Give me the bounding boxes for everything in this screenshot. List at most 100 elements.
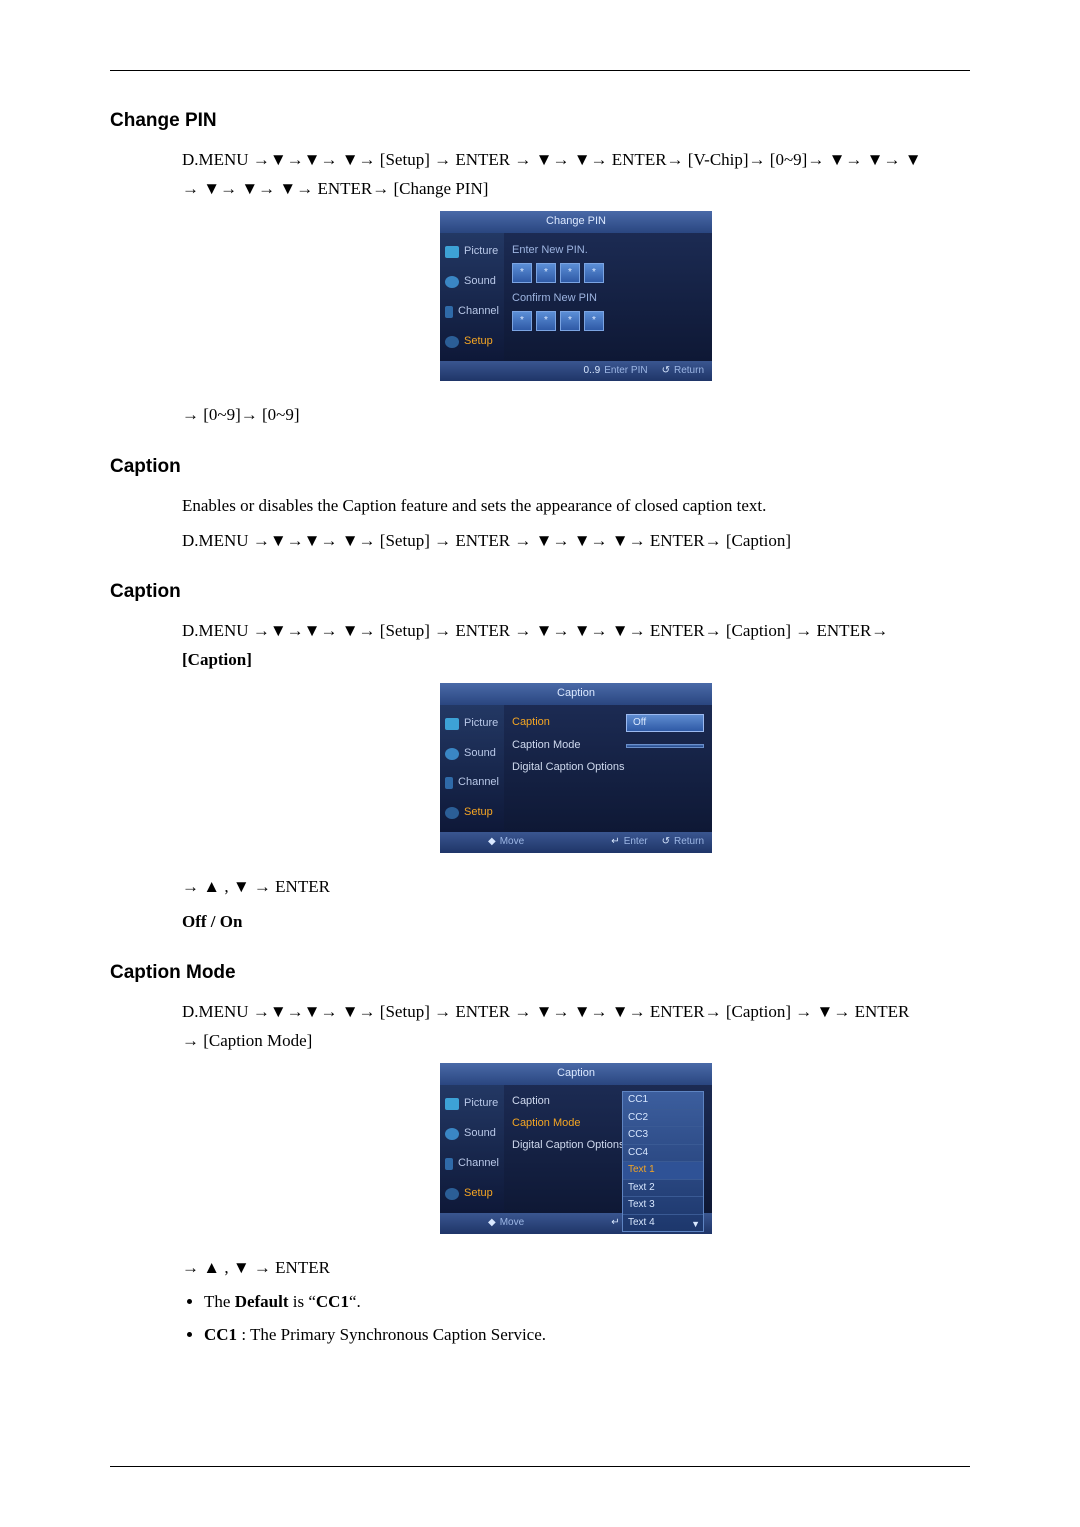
sidebar-item-setup[interactable]: Setup [440,798,504,828]
channel-icon [445,1158,453,1170]
dropdown-option[interactable]: Text 3 [623,1197,703,1215]
footer-enter: ↵ Enter [611,835,647,850]
sidebar-item-setup[interactable]: Setup [440,327,504,357]
sound-icon [445,276,459,288]
sidebar-label: Picture [464,1096,498,1112]
opt-label: Text 4 [628,1217,655,1228]
path-caption-mode-2: → [Caption Mode] [182,1031,312,1050]
sidebar-label: Setup [464,1186,493,1202]
caption-desc: Enables or disables the Caption feature … [182,494,970,519]
caption-value-select[interactable]: Off [626,714,704,733]
sidebar-item-sound[interactable]: Sound [440,1119,504,1149]
dropdown-option[interactable]: CC4 [623,1145,703,1163]
bullet-cc1: CC1 : The Primary Synchronous Caption Se… [204,1323,970,1348]
sidebar-label: Picture [464,716,498,732]
sidebar-item-picture[interactable]: Picture [440,1089,504,1119]
sidebar-label: Picture [464,244,498,260]
footer-move: ◆Move [488,835,524,850]
osd-caption: Caption Picture Sound Channel Setup Capt… [440,683,712,853]
pin-digit-input[interactable]: * [536,263,556,283]
dropdown-option[interactable]: CC2 [623,1110,703,1128]
pin-row-enter: Enter New PIN. * * * * [512,243,704,283]
path-change-pin-2-text: → ▼→ ▼→ ▼→ ENTER→ [Change PIN] [182,179,488,198]
pin-digit-input[interactable]: * [512,263,532,283]
dropdown-option-selected[interactable]: Text 1 [623,1162,703,1180]
sidebar-item-channel[interactable]: Channel [440,1149,504,1179]
pin-digit-input[interactable]: * [584,311,604,331]
setup-icon [445,807,459,819]
osd-sidebar: Picture Sound Channel Setup [440,1085,504,1213]
enter-icon: ↵ [611,835,619,850]
bullet-text: : The Primary Synchronous Caption Servic… [237,1325,546,1344]
sidebar-item-channel[interactable]: Channel [440,768,504,798]
path-caption-mode-2-wrap: → [Caption Mode] [182,1029,970,1054]
path-change-pin-1: D.MENU →▼→▼→ ▼→ [Setup] → ENTER → ▼→ ▼→ … [182,148,970,173]
sidebar-label: Channel [458,775,499,791]
dropdown-option[interactable]: Text 2 [623,1180,703,1198]
osd-title: Caption [440,683,712,705]
sidebar-item-setup[interactable]: Setup [440,1179,504,1209]
caption-mode-value[interactable] [626,744,704,748]
osd-change-pin: Change PIN Picture Sound Channel Setup E… [440,211,712,381]
dropdown-option[interactable]: CC1 [623,1092,703,1110]
sidebar-label: Sound [464,1126,496,1142]
menu-row-caption[interactable]: Caption Off [512,711,704,736]
footer-label: Return [674,835,704,850]
footer-return: ↺ Return [662,364,704,379]
sidebar-item-picture[interactable]: Picture [440,709,504,739]
channel-icon [445,777,453,789]
menu-row-digital-caption-options[interactable]: Digital Caption Options [512,757,704,779]
return-icon: ↺ [662,835,670,850]
sidebar-label: Sound [464,746,496,762]
after-osd-caption-b: → ▲ , ▼ → ENTER [182,875,970,900]
sidebar-item-channel[interactable]: Channel [440,297,504,327]
sidebar-label: Channel [458,1156,499,1172]
after-osd-caption-mode: → ▲ , ▼ → ENTER [182,1256,970,1281]
sound-icon [445,748,459,760]
heading-caption-mode: Caption Mode [110,962,970,984]
channel-icon [445,306,453,318]
pin-label: Confirm New PIN [512,291,704,307]
chevron-down-icon: ▼ [691,1218,700,1231]
path-change-pin-2: → ▼→ ▼→ ▼→ ENTER→ [Change PIN] [182,177,970,202]
sidebar-label: Channel [458,304,499,320]
footer-label: Return [674,364,704,379]
picture-icon [445,246,459,258]
caption-mode-dropdown[interactable]: CC1 CC2 CC3 CC4 Text 1 Text 2 Text 3 Tex… [622,1091,704,1232]
bullet-default: The Default is “CC1“. [204,1290,970,1315]
picture-icon [445,1098,459,1110]
path-caption-a: D.MENU →▼→▼→ ▼→ [Setup] → ENTER → ▼→ ▼→ … [182,529,970,554]
dropdown-option[interactable]: Text 4 ▼ [623,1215,703,1232]
menu-label: Digital Caption Options [512,760,625,776]
bullet-text: is “ [289,1292,316,1311]
caption-mode-bullets: The Default is “CC1“. CC1 : The Primary … [182,1290,970,1347]
enter-icon: ↵ [611,1216,619,1231]
pin-digit-input[interactable]: * [560,263,580,283]
bullet-text: The [204,1292,235,1311]
bullet-bold: Default [235,1292,289,1311]
path-caption-mode-1: D.MENU →▼→▼→ ▼→ [Setup] → ENTER → ▼→ ▼→ … [182,1000,970,1025]
sidebar-label: Sound [464,274,496,290]
pin-digit-input[interactable]: * [560,311,580,331]
pin-digit-input[interactable]: * [584,263,604,283]
pin-digit-input[interactable]: * [512,311,532,331]
move-icon: ◆ [488,835,496,850]
dropdown-option[interactable]: CC3 [623,1127,703,1145]
footer-label: Enter [624,835,648,850]
setup-icon [445,336,459,348]
sidebar-item-picture[interactable]: Picture [440,237,504,267]
sidebar-label: Setup [464,334,493,350]
menu-row-caption-mode[interactable]: Caption Mode [512,735,704,757]
sidebar-item-sound[interactable]: Sound [440,267,504,297]
bullet-text: “. [349,1292,361,1311]
after-osd-change-pin: → [0~9]→ [0~9] [182,403,970,428]
sound-icon [445,1128,459,1140]
pin-digit-input[interactable]: * [536,311,556,331]
return-icon: ↺ [662,364,670,379]
osd-caption-mode: Caption Picture Sound Channel Setup Capt… [440,1063,712,1233]
sidebar-item-sound[interactable]: Sound [440,739,504,769]
path-caption-b-2: [Caption] [182,650,252,669]
footer-move: ◆Move [488,1216,524,1231]
heading-caption-b: Caption [110,581,970,603]
pin-row-confirm: Confirm New PIN * * * * [512,291,704,331]
